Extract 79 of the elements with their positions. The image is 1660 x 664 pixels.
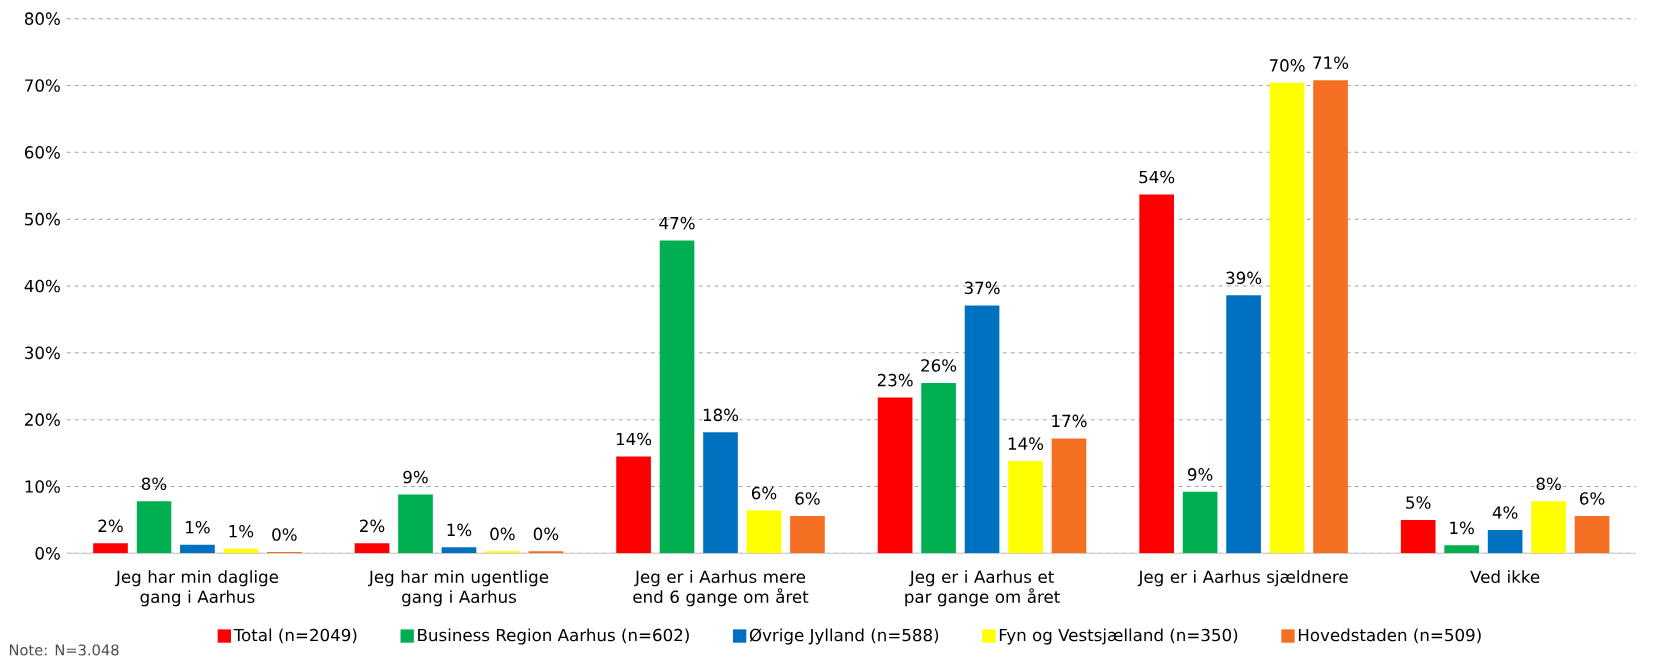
data-label: 0% bbox=[490, 527, 515, 541]
data-label: 1% bbox=[229, 524, 254, 538]
x-tick-label: Jeg er i Aarhus mere end 6 gange om året bbox=[633, 570, 809, 607]
data-label: 9% bbox=[1187, 468, 1213, 481]
bar bbox=[746, 510, 782, 554]
data-label: 9% bbox=[403, 470, 428, 484]
data-label: 39% bbox=[1226, 271, 1262, 285]
legend-label: Total (n=2049) bbox=[233, 628, 357, 644]
bar bbox=[1139, 194, 1174, 554]
text: Note: N=3.048 bbox=[9, 644, 119, 656]
bar bbox=[616, 456, 651, 554]
bar bbox=[354, 543, 390, 554]
bar bbox=[1400, 519, 1436, 554]
data-label: 14% bbox=[1008, 437, 1044, 450]
bar bbox=[398, 494, 433, 554]
data-label: 2% bbox=[360, 519, 385, 533]
y-tick-label: 20% bbox=[25, 413, 60, 426]
data-label: 0% bbox=[272, 528, 297, 541]
y-tick-label: 50% bbox=[25, 212, 60, 226]
data-label: 47% bbox=[659, 216, 695, 230]
bar bbox=[790, 515, 825, 554]
data-label: 17% bbox=[1052, 414, 1087, 428]
data-label: 18% bbox=[703, 408, 739, 422]
data-label: 37% bbox=[964, 281, 1000, 295]
data-label: 71% bbox=[1313, 56, 1349, 69]
bar bbox=[1226, 295, 1261, 554]
x-tick-label: Ved ikke bbox=[1470, 570, 1540, 584]
legend-label: Øvrige Jylland (n=588) bbox=[749, 628, 939, 645]
data-label: 1% bbox=[186, 520, 210, 534]
bar bbox=[1182, 491, 1218, 554]
bar bbox=[1269, 82, 1305, 554]
data-label: 2% bbox=[98, 519, 123, 533]
legend-label: Hovedstaden (n=509) bbox=[1298, 628, 1481, 644]
legend-label: Business Region Aarhus (n=602) bbox=[418, 628, 689, 645]
bar bbox=[1574, 515, 1610, 554]
bar bbox=[136, 501, 172, 554]
bar bbox=[1531, 501, 1566, 554]
data-label: 26% bbox=[921, 359, 957, 372]
data-label: 5% bbox=[1406, 496, 1431, 509]
y-tick-label: 60% bbox=[24, 146, 60, 159]
bar bbox=[1487, 529, 1523, 554]
bar bbox=[441, 547, 477, 554]
data-label: 54% bbox=[1139, 170, 1175, 184]
bar bbox=[1313, 80, 1348, 554]
data-label: 4% bbox=[1492, 506, 1518, 519]
bar bbox=[703, 432, 738, 554]
bar bbox=[93, 543, 128, 554]
y-tick-label: 40% bbox=[24, 279, 60, 293]
bar bbox=[528, 551, 564, 554]
data-label: 14% bbox=[616, 432, 652, 446]
bar bbox=[1444, 545, 1479, 554]
y-tick-label: 0% bbox=[35, 547, 60, 560]
data-label: 6% bbox=[795, 492, 820, 505]
data-label: 6% bbox=[1580, 492, 1605, 505]
data-label: 6% bbox=[751, 486, 777, 500]
data-label: 1% bbox=[1450, 521, 1474, 535]
x-tick-label: Jeg har min ugentlige gang i Aarhus bbox=[368, 570, 549, 607]
data-label: 8% bbox=[1536, 477, 1561, 491]
bar bbox=[1008, 461, 1043, 554]
data-label: 1% bbox=[447, 523, 472, 537]
y-tick-label: 70% bbox=[25, 79, 60, 92]
bar bbox=[485, 551, 520, 554]
x-tick-label: Jeg er i Aarhus et par gange om året bbox=[905, 570, 1060, 607]
data-label: 23% bbox=[877, 373, 913, 387]
x-tick-label: Jeg er i Aarhus sjældnere bbox=[1137, 570, 1348, 587]
y-tick-label: 30% bbox=[25, 346, 60, 360]
bar bbox=[180, 544, 215, 554]
legend-label: Fyn og Vestsjælland (n=350) bbox=[999, 628, 1238, 645]
bar bbox=[1051, 438, 1087, 554]
data-label: 70% bbox=[1269, 59, 1305, 72]
x-tick-label: Jeg har min daglige gang i Aarhus bbox=[115, 570, 279, 607]
bar bbox=[921, 382, 956, 554]
y-tick-label: 10% bbox=[25, 480, 60, 493]
y-tick-label: 80% bbox=[24, 12, 60, 25]
data-label: 0% bbox=[533, 527, 559, 541]
bar bbox=[877, 397, 913, 554]
data-label: 8% bbox=[141, 477, 167, 491]
bar bbox=[659, 240, 695, 554]
bar bbox=[964, 305, 1000, 554]
